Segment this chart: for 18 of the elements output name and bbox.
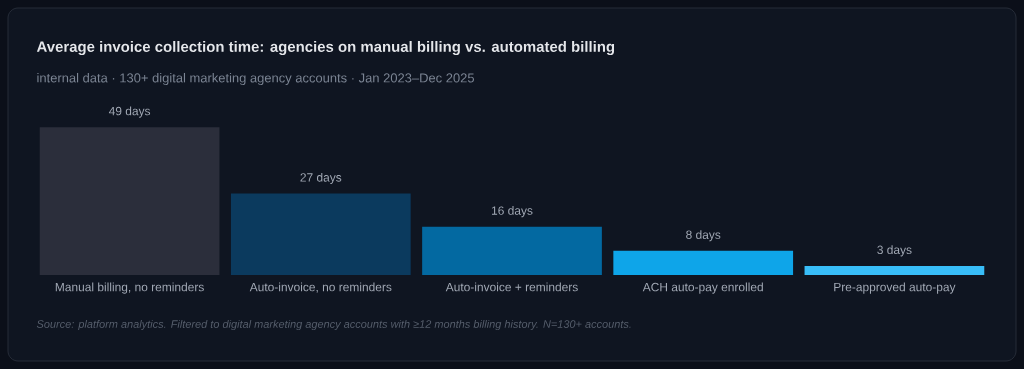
bar	[804, 265, 985, 275]
data-label: 16 days	[491, 206, 533, 218]
data-label: 49 days	[108, 106, 151, 118]
data-label: 3 days	[877, 245, 912, 257]
bar	[422, 226, 602, 275]
x-tick-label: ACH auto-pay enrolled	[642, 282, 763, 294]
bar	[613, 250, 794, 275]
data-label: 8 days	[686, 230, 721, 242]
x-tick-label: Pre-approved auto-pay	[834, 282, 956, 294]
source-note: Source: platform analytics. Filtered to digital marketing agency accounts with ≥12 months billing history. N=130+ accounts.	[36, 319, 631, 331]
x-tick-label: Manual billing, no reminders	[55, 282, 204, 294]
x-tick-label: Auto-invoice + reminders	[445, 282, 578, 292]
chart-title: Average invoice collection time: agencies on manual billing vs. automated billing	[36, 41, 615, 55]
bar	[39, 127, 220, 275]
bar	[230, 193, 411, 275]
chart-subtitle: internal data · 130+ digital marketing agency accounts · Jan 2023–Dec 2025	[37, 72, 475, 86]
x-tick-label: Auto-invoice, no reminders	[249, 282, 392, 293]
data-label: 27 days	[300, 172, 342, 185]
